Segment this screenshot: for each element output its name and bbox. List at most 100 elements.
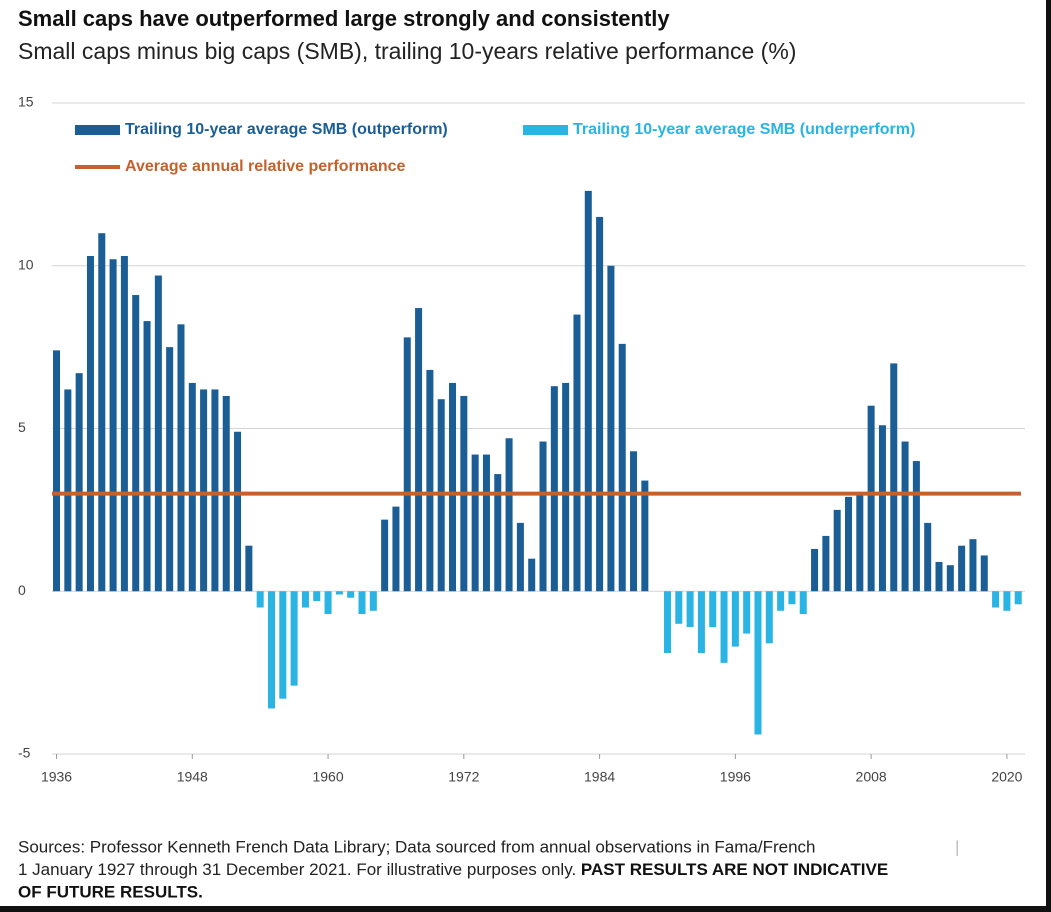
x-tick-label: 1948 — [177, 769, 208, 785]
bar — [403, 337, 411, 592]
footnote-bold: OF FUTURE RESULTS. — [18, 882, 203, 901]
legend-swatch — [523, 125, 568, 135]
bar — [358, 591, 366, 615]
bar — [607, 265, 615, 592]
bar — [663, 591, 671, 654]
bar — [200, 389, 208, 592]
bar — [279, 591, 287, 699]
bar — [64, 389, 72, 592]
bar — [143, 321, 151, 592]
footnote-line: Sources: Professor Kenneth French Data L… — [18, 837, 816, 856]
bar — [618, 343, 626, 592]
y-tick-label: 5 — [18, 419, 26, 435]
bar — [992, 591, 1000, 608]
x-tick-label: 1984 — [584, 769, 615, 785]
bar — [516, 522, 524, 592]
bar — [53, 350, 61, 592]
bar — [471, 454, 479, 592]
bar — [675, 591, 683, 624]
border-bottom — [0, 906, 1051, 912]
bar — [415, 308, 423, 592]
bar — [596, 216, 604, 592]
bar — [743, 591, 751, 634]
bar — [799, 591, 807, 615]
bar — [132, 295, 140, 592]
border-right — [1046, 0, 1051, 912]
bar — [505, 438, 513, 592]
bar — [1003, 591, 1011, 611]
bar — [120, 255, 128, 592]
bar — [211, 389, 219, 592]
x-tick-label: 1960 — [312, 769, 343, 785]
bar — [720, 591, 728, 663]
bar — [245, 545, 253, 592]
bar — [392, 506, 400, 592]
y-tick-label: 15 — [18, 94, 34, 110]
bar — [528, 558, 536, 592]
bar — [765, 591, 773, 644]
bar — [731, 591, 739, 647]
bar — [166, 347, 174, 592]
bar — [969, 539, 977, 592]
bar — [856, 493, 864, 592]
bar — [324, 591, 332, 615]
bar — [313, 591, 321, 602]
bar — [878, 425, 886, 592]
bar — [562, 382, 570, 592]
bar — [822, 535, 830, 592]
bar — [301, 591, 309, 608]
bar — [788, 591, 796, 605]
bar — [573, 314, 581, 592]
legend-swatch — [75, 125, 120, 135]
x-tick-label: 2008 — [856, 769, 887, 785]
bar — [188, 382, 196, 592]
bar — [811, 548, 819, 592]
x-tick-label: 1936 — [41, 769, 72, 785]
bar — [924, 522, 932, 592]
x-tick-label: 2020 — [991, 769, 1022, 785]
bar — [86, 255, 94, 592]
bar — [630, 451, 638, 592]
y-tick-label: 0 — [18, 582, 26, 598]
chart-title: Small caps have outperformed large stron… — [18, 6, 670, 31]
bar — [539, 441, 547, 592]
bar — [98, 233, 106, 592]
bar — [709, 591, 717, 628]
bar — [347, 591, 355, 598]
bar — [154, 275, 162, 592]
y-tick-label: -5 — [18, 745, 31, 761]
bar — [584, 190, 592, 592]
x-tick-label: 1972 — [448, 769, 479, 785]
y-tick-label: 10 — [18, 256, 34, 272]
bar — [890, 363, 898, 592]
bar — [267, 591, 275, 709]
bar — [641, 480, 649, 592]
bar — [234, 431, 242, 592]
bar — [833, 509, 841, 592]
bar — [777, 591, 785, 611]
bar — [901, 441, 909, 592]
bar — [550, 386, 558, 592]
bar — [935, 561, 943, 592]
footnote-line: 1 January 1927 through 31 December 2021.… — [18, 860, 888, 879]
bar — [256, 591, 264, 608]
chart-subtitle: Small caps minus big caps (SMB), trailin… — [18, 38, 796, 64]
legend-label: Average annual relative performance — [125, 158, 406, 175]
bar — [369, 591, 377, 611]
bar — [75, 373, 83, 592]
bar — [482, 454, 490, 592]
bar — [177, 324, 185, 592]
bar — [1014, 591, 1022, 605]
footnote-separator: | — [955, 837, 959, 856]
bar — [754, 591, 762, 735]
bar — [844, 496, 853, 592]
x-tick-label: 1996 — [720, 769, 751, 785]
footnote-bold: PAST RESULTS ARE NOT INDICATIVE — [581, 860, 888, 879]
bar — [980, 555, 988, 592]
legend-label: Trailing 10-year average SMB (outperform… — [125, 121, 448, 138]
legend-label: Trailing 10-year average SMB (underperfo… — [573, 121, 915, 138]
bar — [381, 519, 389, 592]
bar — [109, 259, 117, 592]
bar — [494, 474, 502, 592]
bar — [686, 591, 694, 628]
